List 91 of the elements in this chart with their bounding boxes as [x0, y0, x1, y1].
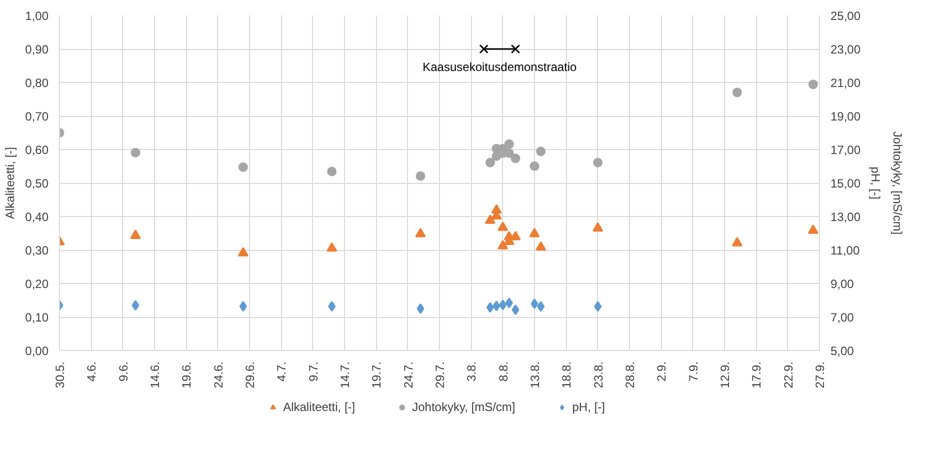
point	[492, 300, 500, 312]
x-tick-label: 14.7.	[338, 361, 352, 388]
x-tick-label: 30.5.	[53, 361, 67, 388]
legend-label: Johtokyky, [mS/cm]	[412, 400, 516, 414]
y2-tick-label: 19,00	[830, 110, 861, 124]
x-tick-label: 17.9.	[750, 361, 764, 388]
x-tick-label: 7.9.	[686, 362, 700, 382]
x-tick-label: 22.9.	[781, 361, 796, 388]
x-tick-label: 24.6.	[211, 361, 226, 388]
point	[732, 88, 742, 98]
point	[512, 304, 520, 316]
y2-tick-label: 21,00	[830, 76, 861, 90]
point	[130, 230, 141, 239]
point	[732, 237, 742, 246]
x-tick-label: 27.9.	[813, 361, 827, 388]
x-tick-label: 29.6.	[243, 361, 257, 388]
y-tick-label: 0,60	[25, 143, 49, 157]
y-tick-label: 0,80	[25, 76, 49, 90]
point	[416, 171, 426, 181]
point	[504, 139, 514, 149]
x-tick-label: 24.7.	[401, 361, 416, 388]
x-tick-label: 2.9.	[654, 362, 669, 382]
y-tick-label: 0,50	[25, 176, 49, 190]
y2-tick-label: 11,00	[830, 244, 860, 258]
x-tick-label: 13.8.	[528, 361, 542, 388]
point	[808, 80, 818, 90]
x-tick-label: 18.8.	[560, 361, 574, 388]
point	[484, 214, 496, 224]
point	[510, 44, 520, 54]
y-tick-label: 0,30	[25, 244, 49, 258]
point	[415, 228, 426, 238]
point	[485, 158, 495, 168]
y2-tick-label: 5,00	[830, 344, 854, 358]
point	[239, 301, 247, 312]
point	[498, 222, 508, 231]
x-tick-label: 28.8.	[623, 361, 637, 388]
y-tick-label: 0,00	[25, 344, 49, 358]
point	[479, 44, 488, 54]
x-tick-label: 3.8.	[464, 362, 479, 382]
point	[130, 148, 140, 158]
x-tick-label: 19.7.	[370, 361, 384, 388]
point	[530, 298, 538, 310]
x-tick-label: 23.8.	[591, 361, 606, 388]
y-tick-label: 0,70	[25, 110, 49, 124]
y2-tick-label: 23,00	[830, 42, 861, 56]
point	[592, 222, 604, 232]
point	[530, 161, 540, 171]
x-tick-label: 9.6.	[116, 362, 130, 382]
y2-tick-label: 25,00	[830, 9, 861, 23]
legend-label: Alkaliteetti, [-]	[283, 400, 356, 414]
x-tick-label: 29.7.	[433, 361, 447, 388]
x-tick-label: 19.6.	[180, 361, 194, 388]
x-tick-label: 14.6.	[148, 361, 162, 388]
point	[499, 300, 507, 310]
point	[537, 301, 545, 312]
point	[238, 247, 248, 256]
y-axis-title: Alkaliteetti, [-]	[3, 146, 18, 220]
point	[328, 301, 336, 312]
y-tick-label: 0,90	[25, 42, 49, 56]
annotation: Kaasusekoitusdemonstraatio	[422, 60, 578, 74]
point	[238, 162, 248, 172]
x-tick-label: 4.7.	[274, 362, 289, 382]
point	[326, 242, 338, 252]
point	[536, 146, 546, 156]
y2-tick-label: 17,00	[830, 143, 861, 157]
point	[808, 224, 818, 234]
x-tick-label: 4.6.	[84, 362, 99, 382]
x-tick-label: 12.9.	[718, 361, 732, 388]
point	[498, 240, 508, 250]
point	[132, 300, 140, 311]
y-tick-label: 1,00	[25, 9, 49, 23]
x-tick-label: 8.8.	[496, 362, 510, 382]
point	[529, 228, 540, 238]
point	[593, 158, 603, 168]
y2-tick-label: 9,00	[830, 277, 854, 291]
point	[510, 154, 520, 164]
point	[416, 303, 424, 314]
point	[327, 166, 337, 176]
y-tick-label: 0,20	[25, 277, 49, 291]
point	[594, 301, 602, 312]
y-tick-label: 0,10	[25, 310, 49, 324]
y2-axis-title: pH, [-] Johtokyky, [mS/cm]	[868, 131, 904, 235]
y2-tick-label: 7,00	[830, 310, 854, 324]
y2-tick-label: 13,00	[830, 210, 861, 224]
point	[505, 298, 513, 308]
point	[486, 302, 494, 313]
legend-label: pH, [-]	[572, 400, 605, 414]
y2-tick-label: 15,00	[830, 176, 861, 190]
point	[536, 241, 546, 251]
y-tick-label: 0,40	[25, 210, 49, 224]
x-tick-label: 9.7.	[306, 362, 320, 382]
